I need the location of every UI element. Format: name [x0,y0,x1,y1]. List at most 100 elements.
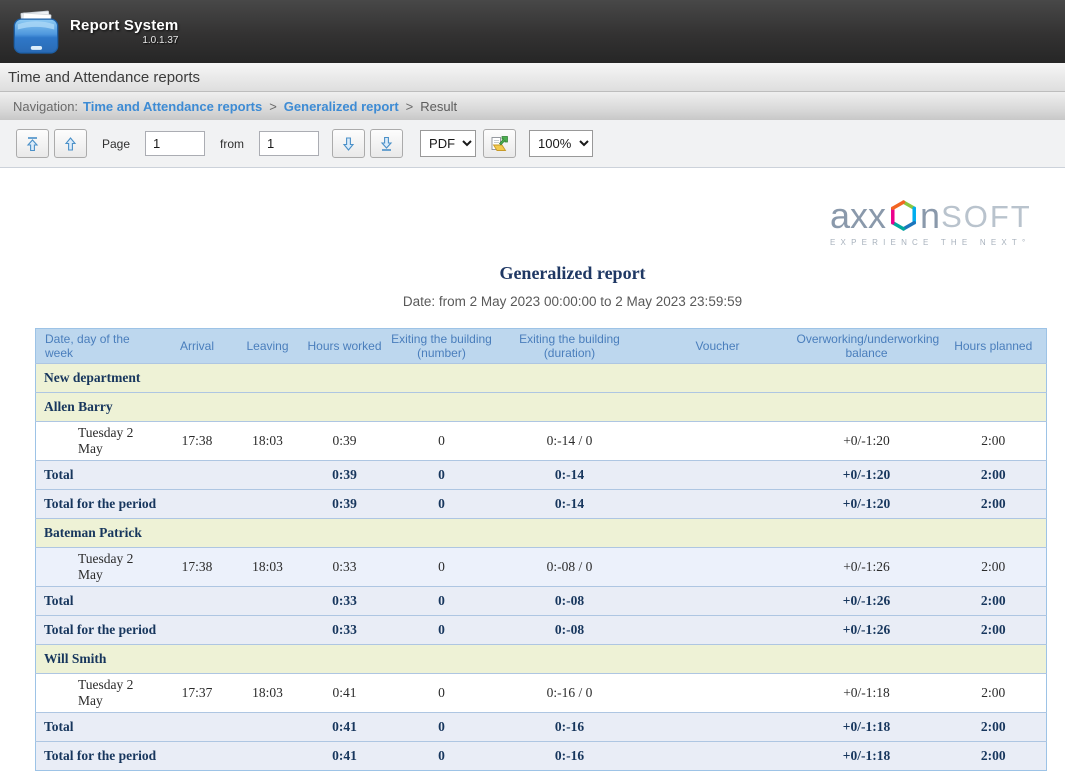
data-row: Tuesday 2 May17:3818:030:3300:-08 / 0+0/… [36,548,1047,587]
arrow-up-with-bar-icon [25,136,40,152]
cell: 0:41 [303,742,387,771]
export-format-select[interactable]: PDF [420,130,476,157]
column-header: Exiting the building (duration) [497,329,643,364]
column-header: Voucher [643,329,793,364]
cell [162,616,233,645]
axxonsoft-logo: axx n SOFT EXPERIENCE THE NEXT° [830,198,1046,247]
export-button[interactable] [483,129,516,158]
generalized-report-table: Date, day of the weekArrivalLeavingHours… [35,328,1047,771]
previous-page-button[interactable] [54,129,87,158]
cell: 0 [387,587,497,616]
group-row: Will Smith [36,645,1047,674]
breadcrumb-link-time-and-attendance[interactable]: Time and Attendance reports [83,99,262,114]
cell: Tuesday 2 May [36,422,162,461]
cell [233,461,303,490]
app-titles: Report System 1.0.1.37 [70,17,178,46]
cell: 17:38 [162,422,233,461]
breadcrumb-separator: > [406,99,414,114]
cell: +0/-1:18 [793,713,941,742]
cell: 18:03 [233,674,303,713]
cell [233,616,303,645]
app-header: Report System 1.0.1.37 [0,0,1065,63]
cell: 0:-16 / 0 [497,674,643,713]
cell: +0/-1:26 [793,548,941,587]
column-header: Arrival [162,329,233,364]
app-version: 1.0.1.37 [70,35,178,46]
cell: +0/-1:20 [793,461,941,490]
cell: Total [36,587,162,616]
total-row: Total for the period0:3300:-08+0/-1:262:… [36,616,1047,645]
cell: 0:39 [303,490,387,519]
report-table-header-row: Date, day of the weekArrivalLeavingHours… [36,329,1047,364]
cell: 0:-14 [497,490,643,519]
column-header: Hours planned [941,329,1047,364]
axxonsoft-logo-text-axx: axx [830,198,886,234]
column-header: Overworking/underworking balance [793,329,941,364]
cell: Total [36,713,162,742]
cell: 0 [387,422,497,461]
data-row: Tuesday 2 May17:3818:030:3900:-14 / 0+0/… [36,422,1047,461]
group-row: New department [36,364,1047,393]
page-input[interactable] [145,131,205,156]
cell: 0:-08 [497,587,643,616]
cell: 0:33 [303,616,387,645]
cell: 2:00 [941,616,1047,645]
breadcrumb-label: Navigation: [13,99,78,114]
cell: 0 [387,713,497,742]
axxonsoft-logo-text-n: n [920,198,940,234]
column-header: Hours worked [303,329,387,364]
cell: Total for the period [36,490,162,519]
cell: Tuesday 2 May [36,548,162,587]
first-page-button[interactable] [16,129,49,158]
cell [643,713,793,742]
cell: 0:41 [303,674,387,713]
cell: +0/-1:18 [793,674,941,713]
breadcrumb-current: Result [420,99,457,114]
pages-total-input[interactable] [259,131,319,156]
cell: +0/-1:20 [793,490,941,519]
cell: 0 [387,548,497,587]
cell: 0 [387,616,497,645]
cell: 0:41 [303,713,387,742]
cell: 18:03 [233,548,303,587]
cell [643,490,793,519]
cell: 0:-16 [497,713,643,742]
cell: +0/-1:26 [793,587,941,616]
axxonsoft-logo-text-soft: SOFT [941,201,1032,232]
arrow-down-with-bar-icon [379,136,394,152]
group-label: Allen Barry [36,393,1047,422]
cell [643,674,793,713]
cell: 2:00 [941,461,1047,490]
cell: 2:00 [941,713,1047,742]
column-header: Leaving [233,329,303,364]
column-header: Exiting the building (number) [387,329,497,364]
total-row: Total0:3300:-08+0/-1:262:00 [36,587,1047,616]
arrow-up-icon [63,136,78,152]
cell [643,422,793,461]
cell: Tuesday 2 May [36,674,162,713]
cell [162,587,233,616]
cell: +0/-1:18 [793,742,941,771]
cell [162,742,233,771]
cell: 0:33 [303,587,387,616]
cell: 0 [387,490,497,519]
cell: 0:39 [303,461,387,490]
cell: 2:00 [941,490,1047,519]
cell: 18:03 [233,422,303,461]
cell: 0:-08 / 0 [497,548,643,587]
cell [233,713,303,742]
total-row: Total for the period 0:3900:-14 +0/-1:202:… [36,490,1047,519]
cell: 2:00 [941,422,1047,461]
app-title: Report System [70,17,178,34]
breadcrumb-link-generalized-report[interactable]: Generalized report [284,99,399,114]
last-page-button[interactable] [370,129,403,158]
cell: 0 [387,461,497,490]
group-label: New department [36,364,1047,393]
module-bar: Time and Attendance reports [0,63,1065,92]
export-report-folder-icon [490,135,509,152]
next-page-button[interactable] [332,129,365,158]
report-date-range: Date: from 2 May 2023 00:00:00 to 2 May … [80,294,1065,309]
zoom-select[interactable]: 100% [529,130,593,157]
arrow-down-icon [341,136,356,152]
group-row: Bateman Patrick [36,519,1047,548]
